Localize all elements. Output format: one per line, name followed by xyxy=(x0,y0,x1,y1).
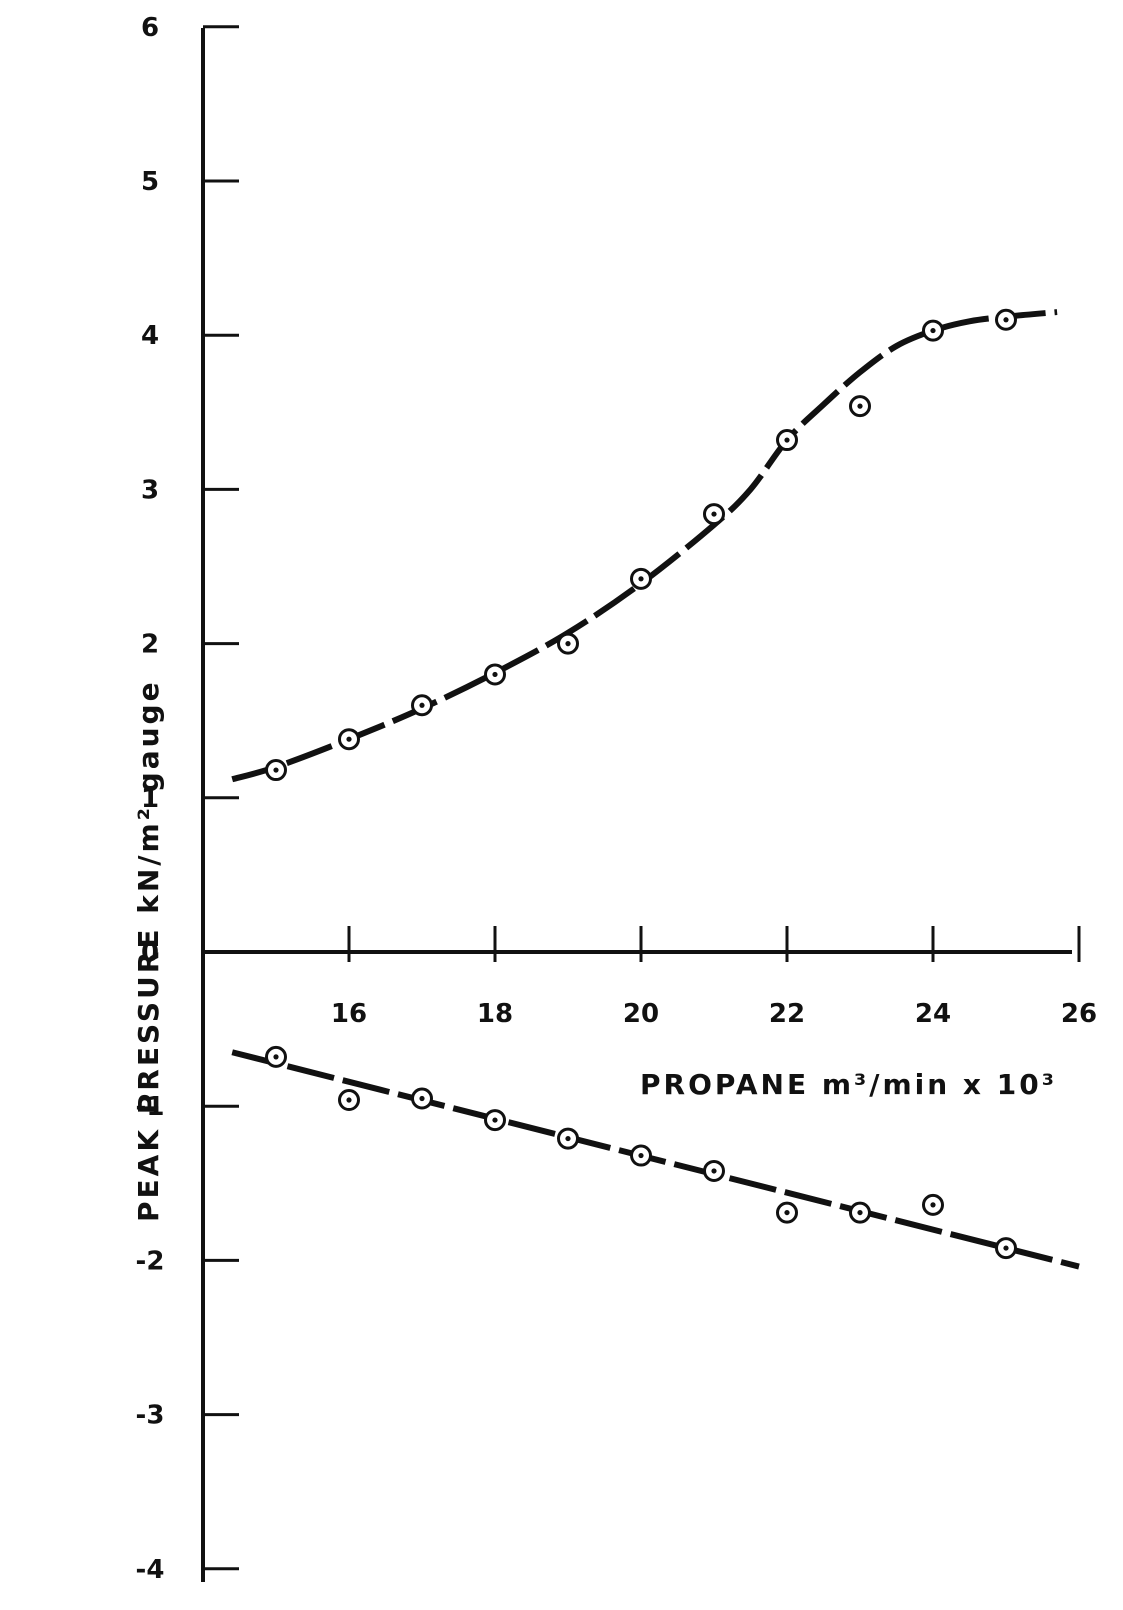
y-tick-label: -4 xyxy=(136,1555,165,1585)
y-tick-label: 6 xyxy=(141,13,159,43)
y-axis-ticks: 6 5 4 3 2 1 0 -1 -2 -3 -4 xyxy=(136,13,239,1585)
data-point-center xyxy=(930,1202,936,1208)
data-point-center xyxy=(784,1209,790,1216)
data-point xyxy=(557,632,579,655)
data-point-center xyxy=(492,671,498,678)
data-point-center xyxy=(419,702,425,708)
data-point xyxy=(484,1109,506,1132)
data-point xyxy=(484,663,506,686)
y-tick-label: 5 xyxy=(141,167,159,197)
data-point-center xyxy=(419,1095,425,1102)
y-tick-label: 3 xyxy=(141,475,159,505)
data-point-center xyxy=(1003,317,1009,323)
data-point xyxy=(265,1045,287,1068)
data-point-center xyxy=(857,1209,863,1216)
data-point xyxy=(995,1237,1017,1260)
x-tick-label: 16 xyxy=(331,999,367,1029)
series-layer xyxy=(231,308,1080,1270)
data-point xyxy=(411,694,433,717)
y-tick-label: 1 xyxy=(141,784,159,814)
data-point xyxy=(338,1089,360,1112)
data-point xyxy=(338,728,360,751)
data-point-center xyxy=(638,1152,644,1159)
x-tick-label: 20 xyxy=(623,999,659,1029)
data-point xyxy=(922,1193,944,1216)
data-point-center xyxy=(1003,1245,1009,1251)
data-point-center xyxy=(638,576,644,582)
data-point xyxy=(922,319,944,342)
data-point-center xyxy=(857,403,863,409)
x-tick-label: 22 xyxy=(769,999,805,1029)
series-2 xyxy=(231,1045,1080,1270)
data-point xyxy=(703,1159,725,1182)
y-tick-label: 2 xyxy=(141,630,159,660)
y-axis-title: PEAK PRESSURE kN/m² gauge xyxy=(132,679,165,1222)
data-point xyxy=(995,308,1017,331)
data-point-center xyxy=(565,1135,571,1142)
data-point-center xyxy=(565,641,571,647)
data-point xyxy=(776,1201,798,1224)
data-point xyxy=(776,429,798,452)
data-point xyxy=(630,1144,652,1167)
x-axis-ticks: 16 18 20 22 24 26 xyxy=(331,926,1097,1029)
data-point-center xyxy=(711,1168,717,1174)
data-point-center xyxy=(273,767,279,773)
y-tick-label: 0 xyxy=(141,938,159,968)
data-point xyxy=(849,1201,871,1224)
data-point xyxy=(849,395,871,418)
series-1-line xyxy=(231,309,1058,783)
y-tick-label: 4 xyxy=(141,321,159,351)
data-point-center xyxy=(492,1117,498,1123)
data-point-center xyxy=(784,437,790,443)
data-point xyxy=(411,1087,433,1110)
y-tick-label: -3 xyxy=(136,1401,165,1431)
x-tick-label: 18 xyxy=(477,999,513,1029)
x-axis-title: PROPANE m³/min x 10³ xyxy=(640,1068,1057,1101)
y-tick-label: -2 xyxy=(136,1246,165,1276)
data-point-center xyxy=(346,736,352,742)
series-1 xyxy=(231,308,1058,783)
data-point-center xyxy=(930,327,936,334)
series-2-line xyxy=(231,1049,1080,1270)
x-tick-label: 26 xyxy=(1061,999,1097,1029)
data-point xyxy=(703,503,725,526)
data-point xyxy=(557,1127,579,1150)
x-tick-label: 24 xyxy=(915,999,951,1029)
data-point-center xyxy=(273,1054,279,1060)
data-point xyxy=(630,567,652,590)
data-point-center xyxy=(346,1097,352,1103)
data-point-center xyxy=(711,511,717,517)
y-tick-label: -1 xyxy=(136,1092,165,1122)
data-point xyxy=(265,759,287,782)
